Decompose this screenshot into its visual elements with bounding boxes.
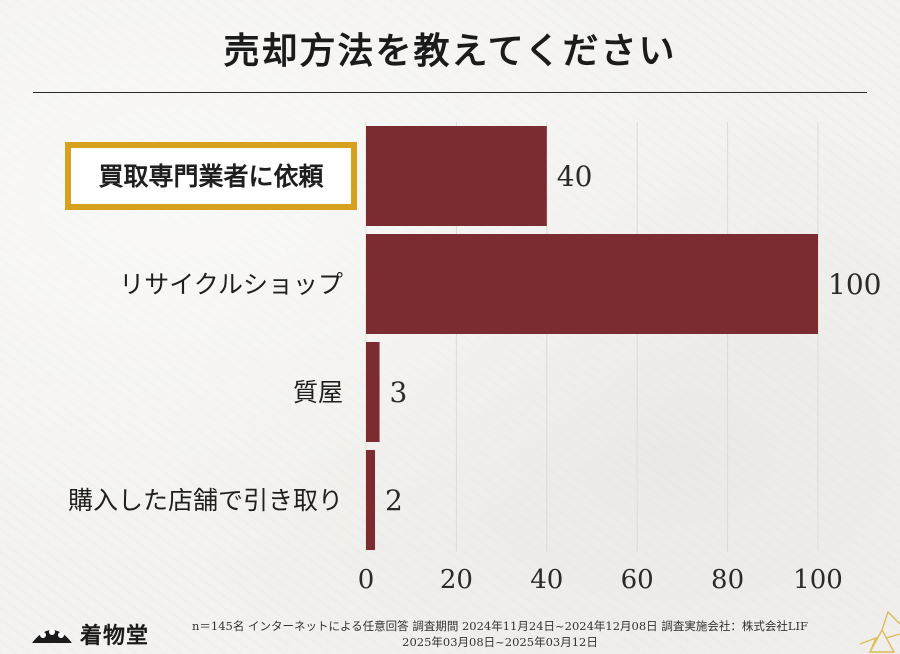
data-label: 3	[390, 376, 408, 409]
survey-note-line2: 2025年03月08日~2025年03月12日	[402, 635, 598, 649]
corner-ornament	[859, 610, 900, 653]
title-divider	[33, 92, 867, 93]
x-tick-label: 60	[621, 565, 654, 595]
x-tick-label: 20	[440, 565, 473, 595]
bar	[366, 126, 547, 226]
fan-icon	[32, 629, 72, 643]
x-tick-label: 80	[711, 565, 744, 595]
data-label: 40	[557, 160, 593, 193]
brand-logo: 着物堂	[30, 620, 150, 649]
data-label: 100	[828, 268, 881, 301]
data-label: 2	[385, 484, 403, 517]
x-tick-label: 40	[530, 565, 563, 595]
bar	[366, 234, 818, 334]
category-label: リサイクルショップ	[119, 270, 343, 299]
highlight-box	[65, 142, 357, 210]
survey-note: n＝145名 インターネットによる任意回答 調査期間 2024年11月24日~2…	[160, 618, 840, 650]
x-tick-label: 0	[358, 565, 375, 595]
brand-name: 着物堂	[80, 623, 150, 649]
survey-note-line1: n＝145名 インターネットによる任意回答 調査期間 2024年11月24日~2…	[192, 619, 808, 633]
bar	[366, 450, 376, 550]
category-label: 購入した店舗で引き取り	[68, 486, 343, 515]
x-tick-label: 100	[793, 565, 843, 595]
bar	[366, 342, 380, 442]
page-title: 売却方法を教えてください	[223, 30, 677, 72]
category-label: 買取専門業者に依頼	[98, 162, 324, 191]
category-label: 質屋	[293, 378, 343, 407]
